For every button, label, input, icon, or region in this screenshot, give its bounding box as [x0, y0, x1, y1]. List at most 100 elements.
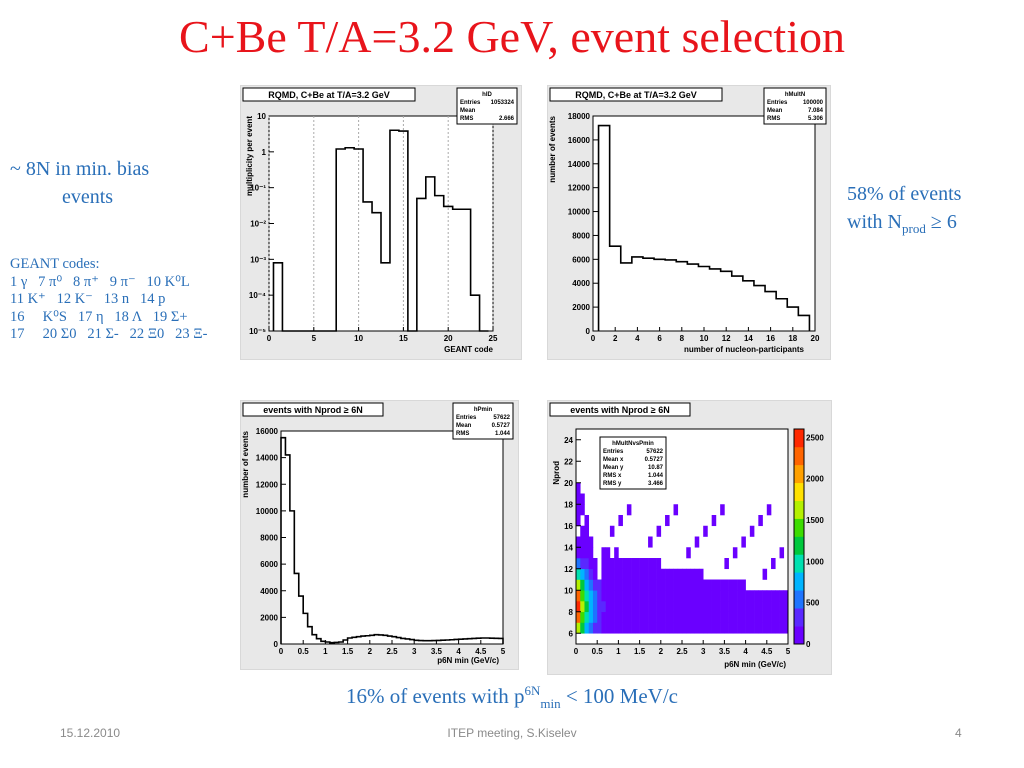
histogram-bin — [273, 263, 282, 331]
histogram-bin — [343, 640, 347, 644]
heatmap-cell — [652, 622, 657, 634]
heatmap-cell — [698, 579, 704, 591]
y-tick-label: 6000 — [260, 560, 278, 569]
heatmap-cell — [597, 622, 602, 634]
histogram-bin — [610, 246, 621, 331]
heatmap-cell — [618, 601, 623, 613]
stats-value: 1.044 — [495, 431, 511, 437]
heatmap-cell — [639, 568, 645, 580]
histogram-bin — [363, 202, 372, 331]
heatmap-cell — [643, 568, 649, 580]
histogram-bin — [325, 642, 329, 644]
heatmap-cell — [707, 579, 712, 591]
heatmap-cell — [584, 611, 590, 623]
histogram-bin — [687, 264, 698, 331]
heatmap-cell — [673, 579, 679, 591]
heatmap-cell — [618, 622, 623, 634]
heatmap-cell — [775, 590, 780, 602]
heatmap-cell — [698, 568, 704, 580]
histogram-bin — [476, 638, 480, 644]
geant-code-histogram: 0 5 10 15 20 25 10⁻⁵ 10⁻⁴ 10⁻³ 10⁻² 10⁻¹ 1 10 GEANT c… — [242, 87, 518, 354]
histogram-bin — [599, 126, 610, 331]
heatmap-cell — [703, 590, 708, 602]
x-tick-label: 4 — [635, 334, 640, 343]
histogram-bin — [303, 613, 307, 644]
x-tick-label: 10 — [354, 334, 363, 343]
heatmap-cell — [754, 622, 759, 634]
heatmap-cell — [622, 558, 628, 570]
stats-value: 1.044 — [648, 473, 664, 479]
heatmap-cell — [745, 611, 751, 623]
heatmap-cell — [631, 590, 636, 602]
y-tick-label: 8000 — [572, 231, 590, 240]
heatmap-cell — [576, 568, 581, 580]
x-tick-label: 20 — [811, 334, 820, 343]
heatmap-cell — [618, 590, 623, 602]
x-tick-label: 2 — [659, 647, 664, 656]
histogram-bin — [467, 639, 471, 644]
heatmap-cell — [631, 579, 636, 591]
histogram-bin — [698, 267, 709, 332]
momentum-cut-post: < 100 MeV/c — [560, 684, 679, 708]
heatmap-cell — [580, 536, 585, 548]
histogram-bin — [339, 642, 343, 644]
x-tick-label: 2 — [368, 647, 373, 656]
y-tick-label: 10⁻² — [250, 220, 266, 229]
stats-box: hMultN Entries 100000 Mean 7.084 RMS 5.306 — [763, 87, 827, 125]
stats-key: RMS — [456, 431, 469, 437]
heatmap-cell — [758, 590, 763, 602]
colorbar-tick-label: 1000 — [806, 557, 824, 566]
heatmap-cell — [762, 590, 768, 602]
stats-hist-name: hID — [482, 92, 492, 98]
histogram-bin — [463, 639, 467, 644]
heatmap-cell — [728, 611, 734, 623]
histogram-bin — [743, 281, 754, 331]
heatmap-cell — [669, 568, 674, 580]
heatmap-cell — [609, 601, 615, 613]
stats-key: Entries — [603, 449, 624, 455]
slide-title: C+Be T/A=3.2 GeV, event selection — [179, 11, 845, 62]
heatmap-cell — [737, 590, 742, 602]
histogram-bin — [632, 257, 643, 331]
y-tick-label: 2000 — [260, 613, 278, 622]
heatmap-cell — [639, 558, 645, 570]
histogram-bin — [348, 638, 352, 644]
x-tick-label: 4 — [743, 647, 748, 656]
x-tick-label: 3.5 — [431, 647, 443, 656]
heatmap-cell — [660, 611, 666, 623]
histogram-bin — [290, 511, 294, 644]
footer-date: 15.12.2010 — [60, 726, 121, 740]
heatmap-cell — [656, 601, 662, 613]
histogram-bin — [490, 638, 494, 644]
chart-title: RQMD, C+Be at T/A=3.2 GeV — [268, 90, 390, 100]
y-tick-label: 1 — [262, 148, 267, 157]
histogram-bin — [450, 640, 454, 644]
heatmap-cell — [592, 590, 598, 602]
y-tick-label: 8 — [569, 608, 574, 617]
heatmap-cell — [686, 590, 691, 602]
histogram-bin — [481, 638, 485, 644]
stats-value: 57622 — [646, 449, 663, 455]
heatmap-cell — [605, 558, 611, 570]
heatmap-cell — [703, 622, 708, 634]
heatmap-cell — [720, 601, 725, 613]
heatmap-cell — [576, 493, 581, 505]
heatmap-cell — [677, 568, 683, 580]
stats-key: Mean — [456, 423, 472, 429]
chart-title: events with Nprod ≥ 6N — [570, 405, 669, 415]
x-axis-label: number of nucleon-participants — [684, 345, 805, 354]
y-tick-label: 10⁻⁴ — [249, 291, 266, 300]
chart-nucleon-participants: 0 2 4 6 8 10 12 14 16 18 20 0 2000 4000 6000 8000 10000 1… — [547, 85, 831, 360]
histogram-bin — [414, 640, 418, 644]
stats-box: hMultNvsPmin Entries 57622 Mean x 0.5727 Mean… — [599, 436, 667, 490]
stats-value: 5.306 — [808, 116, 824, 122]
heatmap-cell — [779, 590, 785, 602]
heatmap-cell — [694, 622, 700, 634]
heatmap-cell — [576, 622, 581, 634]
heatmap-cell — [588, 601, 594, 613]
x-tick-label: 1 — [323, 647, 328, 656]
y-tick-label: 14 — [564, 543, 573, 552]
heatmap-cell — [749, 611, 755, 623]
heatmap-cell — [677, 611, 683, 623]
heatmap-cell — [656, 558, 662, 570]
